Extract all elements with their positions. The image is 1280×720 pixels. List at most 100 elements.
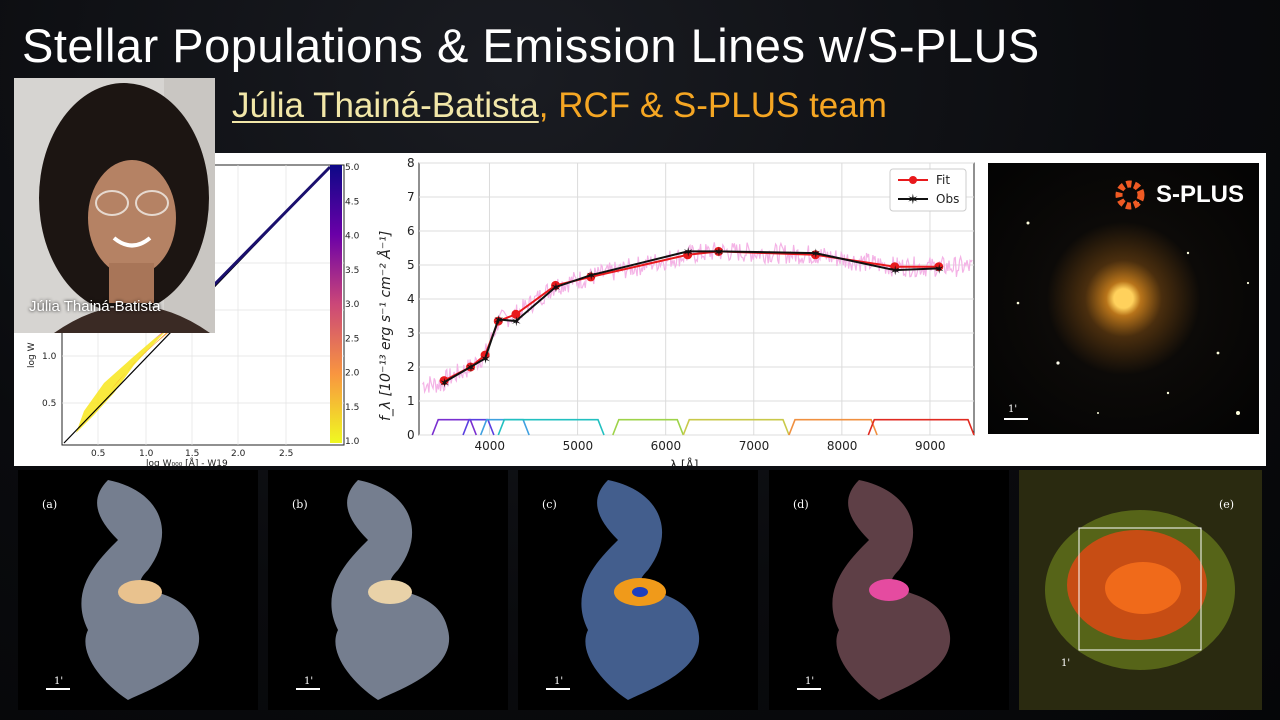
panel-label-c: (c) xyxy=(542,498,557,511)
colorbar-tick-label: 3.5 xyxy=(345,266,359,276)
presenter-silhouette xyxy=(14,78,215,333)
filter-curve xyxy=(867,418,975,436)
sed-chart: ✶✶✶✶ ✶✶✶✶ ✶ ✶✶ ✶ 4000 5000 6000 7000 8000 9000 01… xyxy=(377,156,975,466)
fit-point xyxy=(439,376,449,386)
filter-curve xyxy=(497,418,605,436)
scalebar-a xyxy=(46,688,70,690)
filter-curve xyxy=(682,418,790,436)
presenter-name[interactable]: Júlia Thainá-Batista xyxy=(232,86,539,125)
series-line-obs xyxy=(443,250,939,384)
left-xtick-label: 1.0 xyxy=(139,449,154,459)
galaxy-b-image xyxy=(331,480,450,700)
y-tick-label: 7 xyxy=(407,190,415,204)
x-tick-label: 7000 xyxy=(739,439,770,453)
y-tick-label: 4 xyxy=(407,292,415,306)
sed-xlabel: λ [Å] xyxy=(670,457,699,466)
filter-curve xyxy=(431,418,478,436)
sed-legend: Fit ✶ Obs xyxy=(889,168,967,212)
webcam-name-label: Júlia Thainá-Batista xyxy=(29,298,161,315)
left-xtick-label: 2.5 xyxy=(279,449,293,459)
obs-point: ✶ xyxy=(586,268,597,283)
splus-logo-text: S-PLUS xyxy=(1156,181,1245,208)
colorbar-tick-label: 4.0 xyxy=(345,232,360,242)
panel-label-d: (d) xyxy=(793,498,809,511)
splus-scale-label: 1' xyxy=(1008,404,1018,415)
slide-title: Stellar Populations & Emission Lines w/S… xyxy=(22,19,1040,72)
x-tick-label: 5000 xyxy=(563,439,594,453)
galaxy-panel-c: (c) 1' xyxy=(518,470,758,710)
colorbar-tick-label: 3.0 xyxy=(345,300,360,310)
filter-curve xyxy=(462,418,495,436)
scalebar-c xyxy=(546,688,570,690)
fit-point xyxy=(511,309,521,319)
x-tick-label: 6000 xyxy=(651,439,682,453)
scale-label-b: 1' xyxy=(304,676,314,687)
left-xtick-label: 2.0 xyxy=(231,449,246,459)
splus-scalebar xyxy=(1004,418,1028,420)
left-xlabel: log W₀₀₀ [Å] - W19 xyxy=(146,457,228,466)
obs-point: ✶ xyxy=(934,261,945,276)
slide-subtitle: Júlia Thainá-Batista, RCF & S-PLUS team xyxy=(232,86,887,126)
left-ytick-label: 0.5 xyxy=(42,399,56,409)
splus-logo-icon xyxy=(1115,180,1145,210)
left-xtick-label: 1.5 xyxy=(185,449,199,459)
presenter-webcam: Júlia Thainá-Batista xyxy=(14,78,215,333)
panel-label-e: (e) xyxy=(1219,498,1235,511)
y-tick-label: 8 xyxy=(407,156,415,170)
galaxy-e-image xyxy=(1019,470,1262,710)
panel-label-a: (a) xyxy=(42,498,58,511)
fit-point xyxy=(551,280,561,290)
obs-point: ✶ xyxy=(890,263,901,278)
y-tick-label: 1 xyxy=(407,394,415,408)
left-xtick-label: 0.5 xyxy=(91,449,105,459)
obs-point: ✶ xyxy=(480,352,491,367)
colorbar-tick-label: 1.5 xyxy=(345,403,359,413)
splus-logo: S-PLUS xyxy=(1112,177,1244,213)
left-ytick-label: 1.0 xyxy=(42,352,57,362)
galaxy-panel-b: (b) 1' xyxy=(268,470,508,710)
obs-point: ✶ xyxy=(551,280,562,295)
scale-label-e: 1' xyxy=(1061,658,1071,669)
galaxy-panel-d: (d) 1' xyxy=(769,470,1009,710)
galaxy-panel-a: (a) 1' xyxy=(18,470,258,710)
legend-fit: Fit xyxy=(936,173,950,187)
star-field xyxy=(1016,202,1250,415)
legend-obs: Obs xyxy=(936,192,959,206)
obs-point: ✶ xyxy=(493,312,504,327)
scale-label-c: 1' xyxy=(554,676,564,687)
colorbar-tick-label: 4.5 xyxy=(345,197,359,207)
galaxy-a-image xyxy=(81,480,200,700)
x-tick-label: 4000 xyxy=(474,439,505,453)
obs-point: ✶ xyxy=(714,244,725,259)
x-tick-label: 9000 xyxy=(915,439,946,453)
scalebar-b xyxy=(296,688,320,690)
obs-point: ✶ xyxy=(810,246,821,261)
panel-label-b: (b) xyxy=(292,498,308,511)
colorbar-tick-label: 1.0 xyxy=(345,437,360,447)
obs-point: ✶ xyxy=(511,314,522,329)
y-tick-label: 6 xyxy=(407,224,415,238)
scale-label-d: 1' xyxy=(805,676,815,687)
colorbar-tick-label: 5.0 xyxy=(345,163,360,173)
galaxy-panel-e: (e) 1' xyxy=(1019,470,1262,710)
obs-point: ✶ xyxy=(439,375,450,390)
splus-galaxy-image: S-PLUS 1' xyxy=(988,163,1259,434)
sed-ylabel: f_λ [10⁻¹³ erg s⁻¹ cm⁻² Å⁻¹] xyxy=(377,231,394,421)
zoom-box xyxy=(1078,527,1202,651)
y-tick-label: 0 xyxy=(407,428,415,442)
colorbar xyxy=(330,165,342,443)
x-tick-label: 8000 xyxy=(827,439,858,453)
filter-curve xyxy=(612,418,685,436)
galaxy-c-image xyxy=(581,480,700,700)
colorbar-tick-label: 2.5 xyxy=(345,334,359,344)
legend-obs-marker: ✶ xyxy=(907,191,919,207)
scale-label-a: 1' xyxy=(54,676,64,687)
colorbar-tick-label: 2.0 xyxy=(345,369,360,379)
y-tick-label: 3 xyxy=(407,326,415,340)
filter-curve xyxy=(788,418,878,436)
obs-point: ✶ xyxy=(466,360,477,375)
galaxy-d-image xyxy=(832,480,951,700)
scalebar-d xyxy=(797,688,821,690)
left-ylabel: log W xyxy=(27,342,37,368)
y-tick-label: 2 xyxy=(407,360,415,374)
